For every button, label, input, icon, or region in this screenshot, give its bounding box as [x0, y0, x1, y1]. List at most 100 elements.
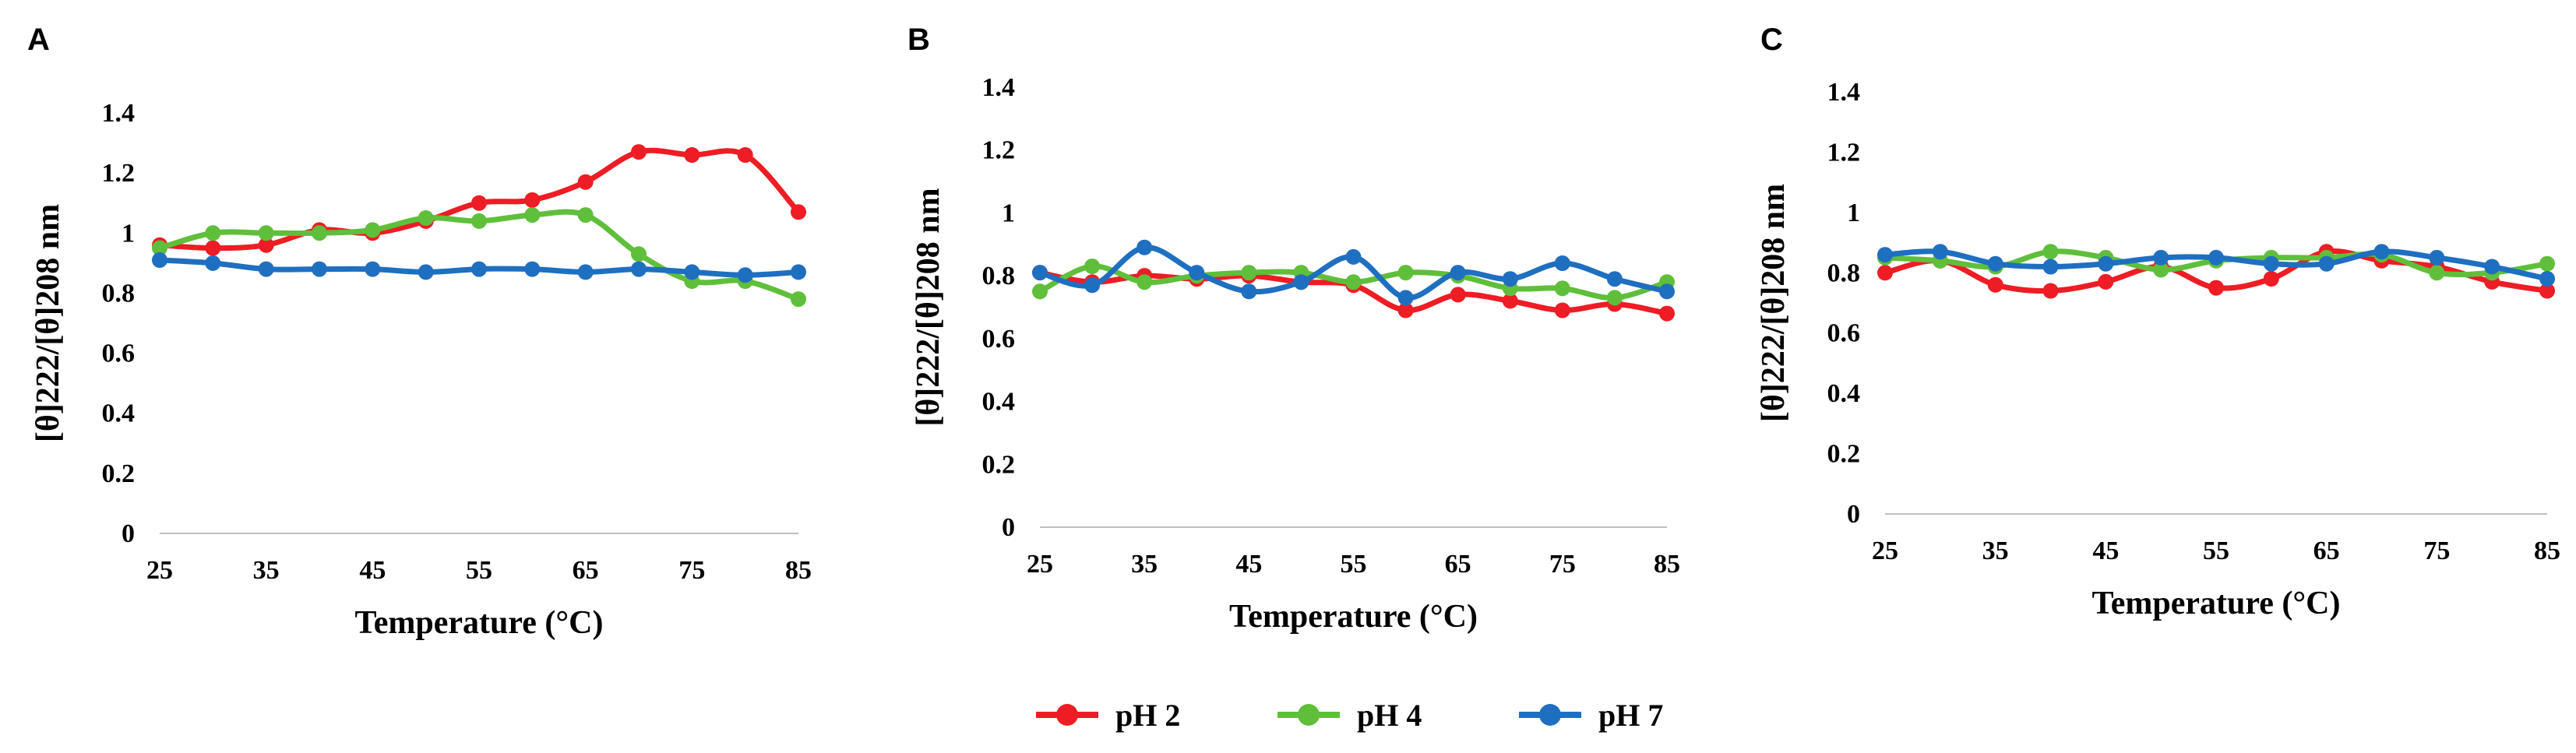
x-tick-label: 75: [678, 556, 705, 585]
legend-label: pH 7: [1598, 698, 1663, 733]
data-point: [577, 174, 594, 190]
data-point: [258, 237, 274, 253]
data-point: [524, 192, 541, 208]
data-point: [524, 207, 541, 223]
data-point: [1877, 265, 1893, 281]
x-tick-label: 85: [1654, 550, 1680, 579]
data-point: [791, 264, 806, 280]
data-point: [2539, 271, 2555, 287]
data-point: [1032, 283, 1048, 300]
data-point: [205, 240, 221, 256]
data-point: [365, 261, 381, 277]
x-axis-title: Temperature (°C): [1229, 599, 1478, 635]
panel-label: C: [1760, 23, 1783, 57]
data-point: [258, 225, 274, 241]
y-tick-label: 1.2: [1827, 138, 1861, 167]
data-point: [631, 144, 647, 160]
y-tick-label: 1.2: [982, 136, 1016, 165]
y-axis-title: [θ]222/[θ]208 nm: [30, 204, 66, 442]
chart-panels: A 0 0.2 0.4 0.6 0.8 1 1.2 1.4 25 35 45 55 65 75 85 Tempe…: [27, 23, 2560, 641]
x-tick-label: 25: [1027, 550, 1053, 579]
data-point: [152, 240, 167, 256]
series-ph-4: [152, 207, 806, 308]
legend-marker: [1056, 704, 1078, 726]
data-point: [631, 261, 647, 277]
data-point: [684, 264, 700, 280]
y-tick-label: 1.4: [102, 99, 136, 128]
data-point: [2318, 255, 2335, 272]
x-tick-label: 85: [2534, 537, 2560, 565]
series-ph-7: [1877, 244, 2555, 287]
data-point: [2263, 271, 2279, 287]
data-point: [1502, 293, 1518, 309]
y-tick-label: 0.4: [102, 399, 136, 428]
y-tick-label: 0.2: [982, 450, 1016, 479]
y-tick-label: 0.2: [102, 459, 136, 488]
x-tick-label: 65: [573, 556, 599, 585]
x-tick-label: 75: [1549, 550, 1576, 579]
data-point: [684, 147, 700, 163]
data-point: [1502, 271, 1518, 287]
legend-item-ph-7: pH 7: [1519, 698, 1663, 733]
data-point: [1345, 274, 1362, 290]
y-tick-label: 0.4: [982, 388, 1016, 417]
data-point: [2373, 244, 2390, 260]
data-point: [1450, 287, 1466, 303]
y-tick-label: 0: [1847, 500, 1860, 529]
y-tick-label: 0.6: [1827, 319, 1861, 348]
legend-item-ph-4: pH 4: [1277, 698, 1422, 733]
legend-item-ph-2: pH 2: [1036, 698, 1180, 733]
x-tick-label: 45: [359, 556, 386, 585]
legend-label: pH 2: [1115, 698, 1180, 733]
data-point: [577, 264, 594, 280]
data-point: [471, 195, 487, 211]
data-point: [2042, 244, 2059, 260]
data-point: [1987, 276, 2003, 293]
data-point: [1293, 274, 1309, 290]
data-point: [1136, 274, 1153, 290]
data-point: [205, 225, 221, 241]
x-tick-label: 75: [2423, 537, 2450, 565]
data-point: [2429, 249, 2445, 266]
data-point: [737, 147, 753, 163]
data-point: [365, 222, 381, 238]
data-point: [1606, 271, 1623, 287]
data-point: [1084, 277, 1101, 294]
data-point: [418, 210, 434, 226]
data-point: [1345, 248, 1362, 265]
data-point: [2484, 259, 2500, 275]
data-point: [2042, 259, 2059, 275]
x-axis-title: Temperature (°C): [2092, 586, 2341, 621]
data-point: [2098, 273, 2114, 290]
y-tick-label: 0.6: [982, 325, 1016, 354]
x-tick-label: 55: [2203, 537, 2229, 565]
chart-panel-c: C 0 0.2 0.4 0.6 0.8 1 1.2 1.4 25 35 45 55 65 75 85 Tempe…: [1756, 23, 2560, 621]
data-point: [2208, 249, 2224, 266]
legend-marker: [1298, 704, 1320, 726]
y-axis-title: [θ]222/[θ]208 nm: [911, 188, 946, 426]
data-point: [2153, 262, 2169, 278]
data-point: [577, 207, 594, 223]
x-tick-label: 35: [1982, 537, 2009, 565]
legend: pH 2 pH 4 pH 7: [1036, 698, 1663, 733]
series-ph-2: [152, 144, 806, 256]
chart-panel-b: B 0 0.2 0.4 0.6 0.8 1 1.2 1.4 25 35 45 55 65 75 85 Tempe…: [907, 23, 1680, 635]
x-tick-label: 45: [1235, 550, 1262, 579]
y-tick-label: 0.4: [1827, 379, 1861, 408]
x-tick-label: 65: [2313, 537, 2340, 565]
data-point: [312, 261, 327, 277]
data-point: [1241, 283, 1257, 300]
legend-marker: [1539, 704, 1561, 726]
y-tick-label: 1.2: [102, 159, 136, 188]
data-point: [1084, 259, 1101, 274]
data-point: [524, 261, 541, 277]
data-point: [1554, 255, 1570, 271]
y-tick-label: 0.2: [1827, 440, 1861, 469]
y-tick-label: 0.6: [102, 340, 136, 368]
x-tick-label: 55: [1341, 550, 1367, 579]
y-tick-label: 1.4: [1827, 78, 1861, 107]
data-point: [1241, 265, 1257, 281]
data-point: [1136, 239, 1153, 255]
y-tick-label: 0.8: [1827, 259, 1861, 287]
